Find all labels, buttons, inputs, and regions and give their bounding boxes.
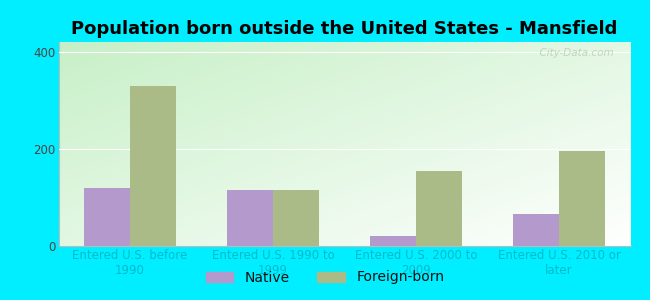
Legend: Native, Foreign-born: Native, Foreign-born (200, 265, 450, 290)
Bar (227, 190, 273, 246)
Bar (514, 214, 559, 246)
Text: City-Data.com: City-Data.com (533, 48, 614, 58)
Bar (273, 190, 318, 246)
Bar (416, 171, 462, 246)
Bar (370, 236, 416, 246)
Bar (84, 188, 130, 246)
Bar (559, 151, 604, 246)
Title: Population born outside the United States - Mansfield: Population born outside the United State… (72, 20, 618, 38)
Bar (130, 86, 176, 246)
